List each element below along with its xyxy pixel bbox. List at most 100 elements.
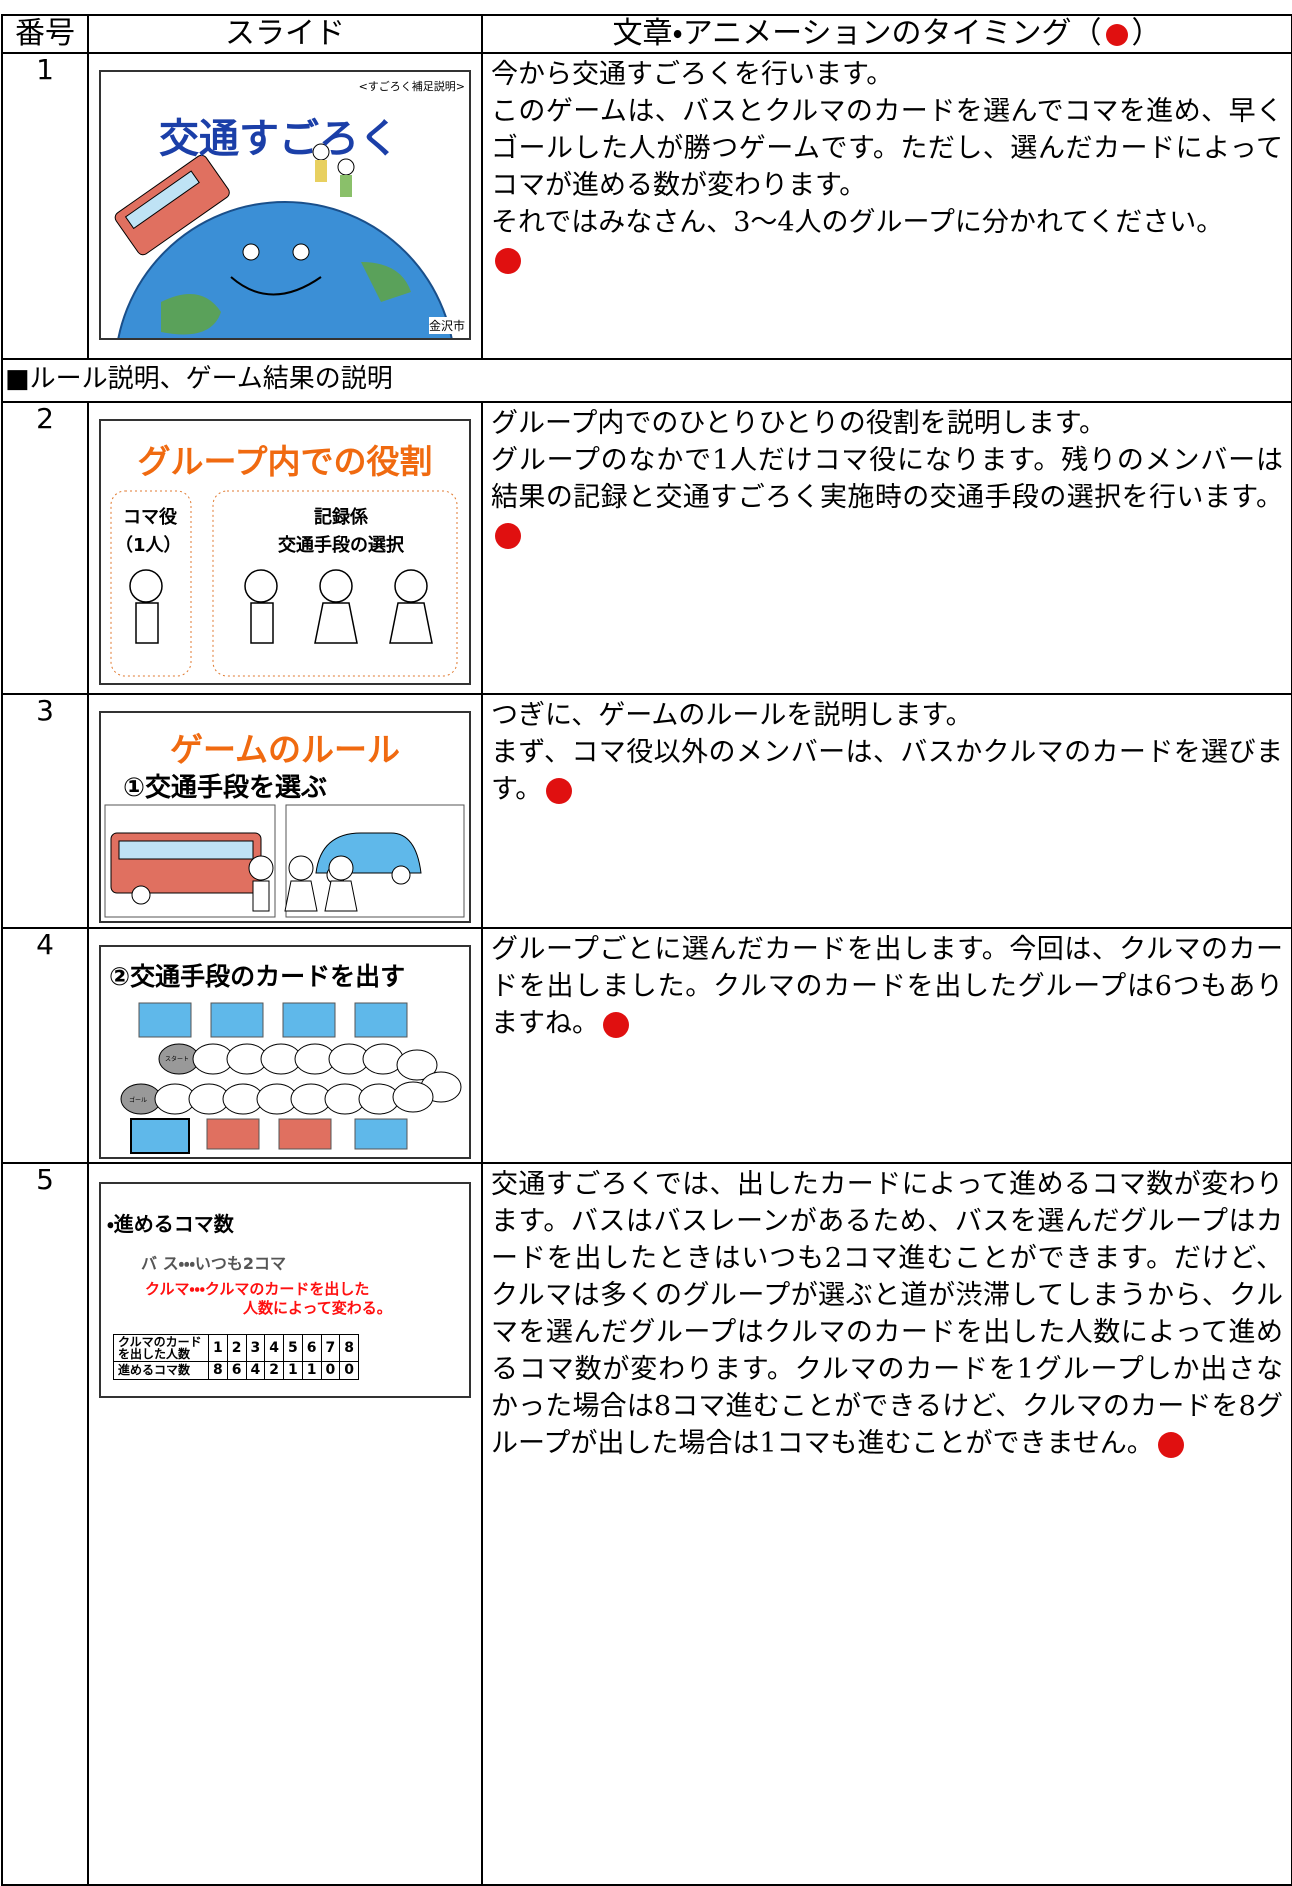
steps-cell: 6: [226, 1361, 247, 1380]
steps-cell: 3: [245, 1334, 266, 1362]
red-dot: [546, 777, 573, 804]
slide-title: 交通すごろく: [159, 116, 399, 162]
slide-art: [104, 804, 465, 918]
row: 5 ・進めるコマ数 バ ス・・・いつも2コマ クルマ・・・クルマのカードを出した…: [1, 1162, 1292, 1886]
paragraph-text: 今から交通すごろくを行います。: [491, 59, 894, 90]
row-number: 4: [1, 927, 89, 1164]
slide-5: ・進めるコマ数 バ ス・・・いつも2コマ クルマ・・・クルマのカードを出した 人…: [99, 1182, 471, 1398]
paragraph-text: それではみなさん、3〜4人のグループに分かれてください。: [491, 207, 1224, 238]
paragraphs: つぎに、ゲームのルールを説明します。まず、コマ役以外のメンバーは、バスかクルマの…: [491, 697, 1283, 808]
steps-cell: 5: [283, 1334, 303, 1362]
text-cell: 交通すごろくでは、出したカードによって進めるコマ数が変わります。バスはバスレーン…: [481, 1162, 1292, 1886]
paragraph: 交通すごろくでは、出したカードによって進めるコマ数が変わります。バスはバスレーン…: [491, 1166, 1283, 1462]
paragraph-text: このゲームは、バスとクルマのカードを選んでコマを進め、早くゴールした人が勝つゲー…: [491, 96, 1283, 201]
steps-cell: 8: [208, 1361, 228, 1380]
slide-2: グループ内での役割 コマ役 （1人） 記録係 交通手段の選択: [99, 419, 471, 685]
text-cell: 今から交通すごろくを行います。このゲームは、バスとクルマのカードを選んでコマを進…: [481, 52, 1292, 360]
slide-credit: 金沢市: [428, 317, 465, 334]
slide-cell: <すごろく補足説明> 交通すごろく 金沢市: [87, 52, 483, 360]
timing-table: 番号 スライド 文章・アニメーションのタイミング（ ） 1 <すごろく補足説明> …: [1, 14, 1292, 1886]
slide-label: バ ス・・・いつも2コマ: [141, 1254, 287, 1273]
row: 4 ②交通手段のカードを出す スタート ゴール グループごとに選んだカードを出し…: [1, 927, 1292, 1164]
row-number: 2: [1, 401, 89, 695]
paragraph-text: まず、コマ役以外のメンバーは、バスかクルマのカードを選びます。: [491, 737, 1283, 805]
steps-cell: 2: [226, 1334, 247, 1362]
paragraphs: グループ内でのひとりひとりの役割を説明します。グループのなかで1人だけコマ役にな…: [491, 405, 1283, 553]
paragraphs: 交通すごろくでは、出したカードによって進めるコマ数が変わります。バスはバスレーン…: [491, 1166, 1283, 1462]
red-dot: [495, 247, 521, 274]
steps-cell: 1: [283, 1361, 303, 1380]
paragraph: つぎに、ゲームのルールを説明します。: [491, 697, 1283, 734]
steps-cell: 7: [320, 1334, 341, 1362]
slide-label: 交通手段の選択: [278, 535, 404, 556]
slide-4: ②交通手段のカードを出す スタート ゴール: [99, 945, 471, 1159]
slide-1: <すごろく補足説明> 交通すごろく 金沢市: [99, 70, 471, 340]
slide-note: <すごろく補足説明>: [358, 80, 465, 93]
steps-cell: 1: [301, 1361, 322, 1380]
steps-cell: 4: [245, 1361, 266, 1380]
slide-cell: ゲームのルール ①交通手段を選ぶ: [87, 693, 483, 929]
slide-label: 記録係: [314, 507, 368, 528]
paragraph: グループ内でのひとりひとりの役割を説明します。: [491, 405, 1283, 442]
paragraph-text: 交通すごろくでは、出したカードによって進めるコマ数が変わります。バスはバスレーン…: [491, 1169, 1283, 1459]
slide-cell: ②交通手段のカードを出す スタート ゴール: [87, 927, 483, 1164]
steps-cell: 0: [320, 1361, 341, 1380]
slide-label: ゴール: [129, 1097, 148, 1104]
red-dot: [1157, 1431, 1184, 1458]
paragraph: このゲームは、バスとクルマのカードを選んでコマを進め、早くゴールした人が勝つゲー…: [491, 93, 1283, 204]
header-number: 番号: [1, 14, 89, 54]
paragraph: それではみなさん、3〜4人のグループに分かれてください。: [491, 204, 1283, 278]
paragraph: グループのなかで1人だけコマ役になります。残りのメンバーは結果の記録と交通すごろ…: [491, 442, 1283, 553]
row: 3 ゲームのルール ①交通手段を選ぶ つぎに、ゲームのルールを説明します。まず、…: [1, 693, 1292, 929]
text-cell: つぎに、ゲームのルールを説明します。まず、コマ役以外のメンバーは、バスかクルマの…: [481, 693, 1292, 929]
slide-label: クルマ・・・クルマのカードを出した: [145, 1280, 370, 1298]
steps-label: 進めるコマ数: [113, 1361, 209, 1380]
section-row: ■ルール説明、ゲーム結果の説明: [1, 358, 1292, 403]
slide-cell: グループ内での役割 コマ役 （1人） 記録係 交通手段の選択: [87, 401, 483, 695]
steps-cell: 1: [208, 1334, 228, 1362]
slide-3: ゲームのルール ①交通手段を選ぶ: [99, 711, 471, 923]
paragraph-text: グループ内でのひとりひとりの役割を説明します。: [491, 408, 1107, 439]
text-cell: グループ内でのひとりひとりの役割を説明します。グループのなかで1人だけコマ役にな…: [481, 401, 1292, 695]
steps-label: クルマのカードを出した人数: [113, 1334, 209, 1362]
row: 2 グループ内での役割 コマ役 （1人） 記録係 交通手段の選択 グループ内での…: [1, 401, 1292, 695]
section-heading: ■ルール説明、ゲーム結果の説明: [1, 358, 1292, 403]
header-text-after: ）: [1131, 16, 1162, 51]
slide-label: コマ役: [123, 507, 177, 528]
slide-label: （1人）: [115, 535, 182, 556]
header-text: 文章・アニメーションのタイミング（ ）: [481, 14, 1292, 54]
slide-art: [110, 490, 458, 677]
steps-cell: 2: [264, 1361, 284, 1380]
row-number: 1: [1, 52, 89, 360]
red-dot: [603, 1011, 629, 1038]
row-number: 5: [1, 1162, 89, 1886]
paragraph-text: グループごとに選んだカードを出します。今回は、クルマのカードを出しました。クルマ…: [491, 934, 1283, 1039]
paragraph: まず、コマ役以外のメンバーは、バスかクルマのカードを選びます。: [491, 734, 1283, 808]
paragraph-text: グループのなかで1人だけコマ役になります。残りのメンバーは結果の記録と交通すごろ…: [491, 445, 1283, 513]
slide-cell: ・進めるコマ数 バ ス・・・いつも2コマ クルマ・・・クルマのカードを出した 人…: [87, 1162, 483, 1886]
slide-label: 人数によって変わる。: [243, 1299, 392, 1317]
steps-cell: 8: [339, 1334, 359, 1362]
slide-subtitle: ①交通手段を選ぶ: [123, 773, 328, 803]
steps-cell: 0: [339, 1361, 359, 1380]
slide-art: [120, 1002, 462, 1154]
row-number: 3: [1, 693, 89, 929]
steps-row: クルマのカードを出した人数 1 2 3 4 5 6 7 8: [113, 1334, 359, 1362]
paragraph: グループごとに選んだカードを出します。今回は、クルマのカードを出しました。クルマ…: [491, 931, 1283, 1042]
slide-title: ゲームのルール: [169, 730, 400, 769]
paragraphs: グループごとに選んだカードを出します。今回は、クルマのカードを出しました。クルマ…: [491, 931, 1283, 1042]
slide-title: ・進めるコマ数: [107, 1212, 234, 1236]
steps-cell: 6: [301, 1334, 322, 1362]
paragraphs: 今から交通すごろくを行います。このゲームは、バスとクルマのカードを選んでコマを進…: [491, 56, 1283, 278]
header-slide: スライド: [87, 14, 483, 54]
row: 1 <すごろく補足説明> 交通すごろく 金沢市 今から交通すごろくを行います。こ…: [1, 52, 1292, 360]
paragraph: 今から交通すごろくを行います。: [491, 56, 1283, 93]
header-row: 番号 スライド 文章・アニメーションのタイミング（ ）: [1, 14, 1292, 54]
steps-row: 進めるコマ数 8 6 4 2 1 1 0 0: [113, 1361, 359, 1380]
slide-label: スタート: [165, 1056, 190, 1063]
paragraph-text: つぎに、ゲームのルールを説明します。: [491, 700, 973, 731]
slide-title: グループ内での役割: [137, 442, 433, 481]
steps-table: クルマのカードを出した人数 1 2 3 4 5 6 7 8 進めるコマ数 8 6 4 2 1 1 0 0: [113, 1334, 359, 1380]
